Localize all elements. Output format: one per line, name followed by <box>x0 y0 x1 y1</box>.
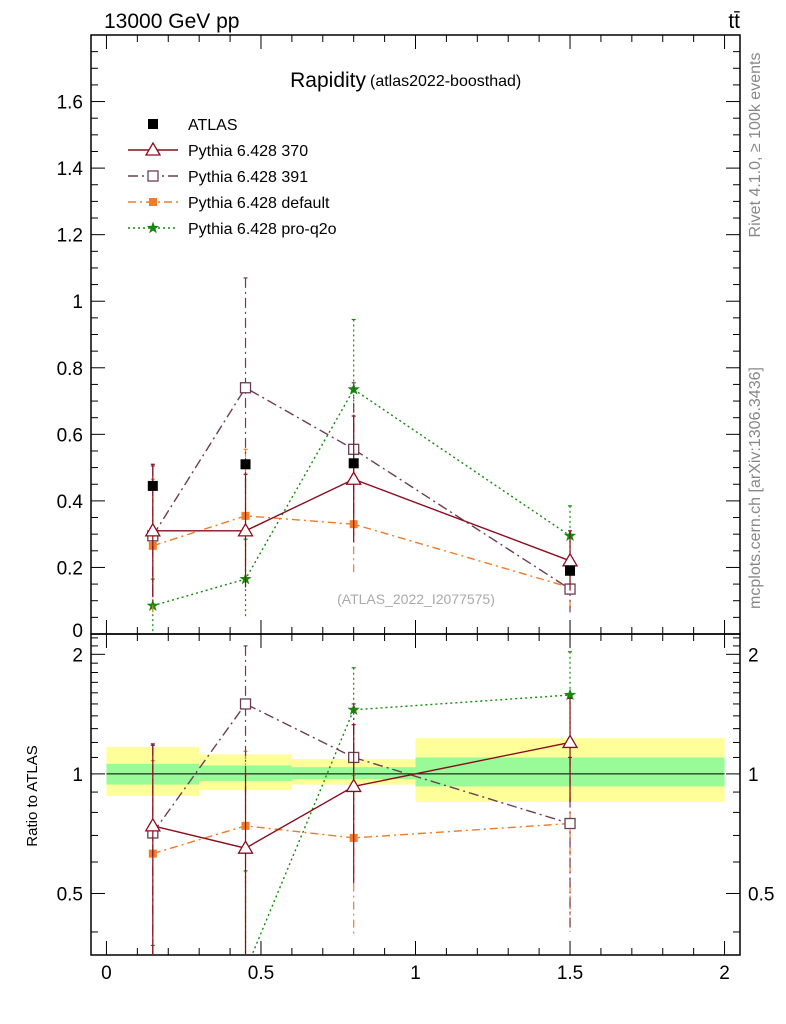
main-point-p370 <box>345 470 362 485</box>
xtick-label: 0.5 <box>248 963 274 984</box>
main-point-p370 <box>144 522 161 537</box>
main-ytick-label: 1.4 <box>57 159 84 180</box>
axes: 0 0.2 0.4 0.6 0.8 1 1.2 1.4 1.6 0 0.5 1 1.5 2 0.5 0.5 1 1… <box>57 34 774 984</box>
xtick-label: 0 <box>101 963 112 984</box>
ratio-line-pdef <box>152 822 571 855</box>
ratio-point-p370 <box>144 817 161 832</box>
main-ytick-label: 0.2 <box>57 558 83 579</box>
ratio-ytick-label: 1 <box>72 765 83 786</box>
legend: ATLAS Pythia 6.428 370 Pythia 6.428 391 Pyt… <box>128 117 337 238</box>
ratio-point-p391 <box>239 698 252 710</box>
plot-subtitle: (atlas2022-boosthad) <box>370 73 521 90</box>
header-process: 13000 GeV pp <box>104 10 239 33</box>
ratio-point-p370 <box>345 778 362 793</box>
main-ytick-label: 0.6 <box>57 425 83 446</box>
main-point-atlas <box>147 480 158 491</box>
main-ytick-label: 1.6 <box>57 93 83 114</box>
legend-label-pq2o: Pythia 6.428 pro-q2o <box>188 221 337 238</box>
ratio-panel <box>106 738 725 802</box>
ratio-y-axis-label: Ratio to ATLAS <box>24 745 41 846</box>
main-point-p370 <box>561 552 579 567</box>
legend-label-atlas: ATLAS <box>188 117 238 134</box>
legend-label-pdef: Pythia 6.428 default <box>188 195 330 212</box>
main-point-pq2o <box>146 599 159 611</box>
main-point-atlas <box>348 458 359 469</box>
main-ytick-label: 1 <box>72 292 83 313</box>
xtick-label: 1 <box>410 963 421 984</box>
xtick-label: 1.5 <box>557 963 583 984</box>
main-point-atlas <box>240 459 251 470</box>
legend-marker-atlas <box>148 119 158 129</box>
main-series-p370 <box>144 415 579 598</box>
main-line-pq2o <box>152 388 571 607</box>
main-ytick-label: 0.8 <box>57 359 83 380</box>
main-ytick-label: 1.2 <box>57 226 83 247</box>
main-series-pq2o <box>146 318 577 633</box>
legend-marker-pq2o <box>146 221 160 234</box>
analysis-watermark: (ATLAS_2022_I2077575) <box>337 591 495 607</box>
ratio-line-p370 <box>152 741 571 849</box>
legend-marker-pdef <box>149 198 157 206</box>
main-line-pdef <box>152 515 571 589</box>
header-final-state: tt̄ <box>728 10 740 33</box>
legend-marker-p391 <box>147 170 159 182</box>
ratio-series-pq2o <box>150 651 577 955</box>
ratio-point-p391 <box>564 817 576 830</box>
ratio-line-pq2o <box>251 694 571 955</box>
ratio-ytick-label-right: 1 <box>748 765 759 786</box>
ratio-ytick-label-right: 0.5 <box>748 884 774 905</box>
legend-label-p391: Pythia 6.428 391 <box>188 169 308 186</box>
xtick-label: 2 <box>719 963 730 984</box>
rivet-version-label: Rivet 4.1.0, ≥ 100k events <box>747 53 764 238</box>
ratio-point-p370 <box>561 734 579 749</box>
ratio-series-p370 <box>144 697 579 955</box>
main-line-p370 <box>152 478 571 562</box>
ratio-ytick-label: 0.5 <box>57 884 83 905</box>
data-marks <box>144 277 579 955</box>
mcplots-reference-label: mcplots.cern.ch [arXiv:1306.3436] <box>747 367 764 609</box>
legend-label-p370: Pythia 6.428 370 <box>188 143 308 160</box>
main-line-p391 <box>152 386 571 590</box>
main-series-p391 <box>147 277 576 613</box>
ratio-ytick-label: 2 <box>72 645 83 666</box>
main-point-p391 <box>239 382 252 394</box>
main-ytick-label: 0.4 <box>57 492 84 513</box>
main-series-atlas <box>147 458 576 576</box>
ratio-point-pq2o <box>563 688 577 701</box>
ratio-point-p370 <box>237 839 254 854</box>
ratio-ytick-label-right: 2 <box>748 645 759 666</box>
main-point-p370 <box>237 522 254 537</box>
main-ytick-label: 0 <box>72 621 83 642</box>
plot-title: Rapidity <box>290 69 366 92</box>
legend-marker-p370 <box>144 141 162 156</box>
main-point-atlas <box>565 565 576 576</box>
